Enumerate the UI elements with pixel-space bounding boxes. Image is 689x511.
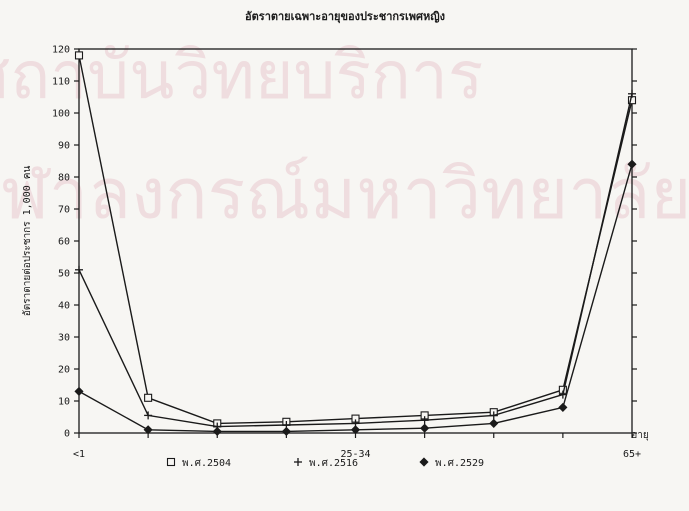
y-tick-label-7: 70: [58, 205, 70, 216]
y-axis-label: อัตราตายต่อประชากร 1,000 คน: [22, 166, 33, 317]
y-tick-label-3: 30: [58, 333, 70, 344]
series-1-point-0: [74, 51, 84, 60]
series-3-point-0: [74, 386, 84, 396]
y-tick-label-4: 40: [58, 301, 70, 312]
series-3-point-3: [281, 426, 291, 436]
x-tick-label-2: 65+: [623, 449, 641, 460]
x-axis-label: อายุ: [631, 430, 648, 441]
y-tick-label-11: 110: [52, 77, 70, 88]
y-tick-label-0: 0: [64, 429, 70, 440]
legend-label-3: พ.ศ.2529: [435, 458, 484, 469]
legend-item-1: พ.ศ.2504: [166, 457, 231, 469]
series-3-point-4: [350, 425, 361, 435]
y-tick-label-5: 50: [58, 269, 70, 280]
series-2-point-8: [628, 89, 636, 98]
x-tick-label-1: 25-34: [340, 449, 370, 460]
series-3-point-5: [420, 423, 430, 433]
legend-marker-1: [166, 457, 176, 467]
legend-label-2: พ.ศ.2516: [309, 458, 358, 469]
watermark-line-2: จุฬาลงกรณ์มหาวิทยาลัย: [0, 153, 689, 237]
series-1-point-1: [144, 393, 153, 402]
series-2-point-0: [75, 265, 83, 274]
y-tick-label-8: 80: [58, 173, 70, 184]
series-2: [75, 89, 636, 431]
series-2-point-6: [489, 411, 498, 420]
watermark: สถาบันวิทยบริการ จุฬาลงกรณ์มหาวิทยาลัย: [0, 37, 689, 237]
chart-title: อัตราตายเฉพาะอายุของประชากรเพศหญิง: [245, 10, 445, 24]
y-tick-label-6: 60: [58, 237, 70, 248]
legend-item-2: พ.ศ.2516: [294, 458, 358, 469]
series-3-point-8: [627, 159, 637, 169]
series-2-point-5: [420, 416, 429, 425]
y-tick-label-10: 100: [52, 109, 70, 120]
watermark-line-1: สถาบันวิทยบริการ: [0, 37, 483, 114]
series-3: [74, 159, 637, 436]
series-3-point-2: [212, 426, 222, 436]
series-3-point-1: [143, 425, 153, 435]
legend-marker-2: [294, 458, 302, 466]
series-2-point-7: [558, 390, 567, 399]
y-tick-label-2: 20: [58, 365, 70, 376]
series-2-line: [78, 93, 633, 428]
legend-item-3: พ.ศ.2529: [419, 457, 484, 469]
series-2-point-1: [144, 411, 153, 420]
x-tick-label-0: <1: [73, 449, 85, 460]
legend-marker-3: [419, 457, 429, 467]
y-tick-label-9: 90: [58, 141, 70, 152]
legend-label-1: พ.ศ.2504: [182, 458, 231, 469]
series-3-point-7: [558, 402, 568, 412]
y-tick-label-1: 10: [58, 397, 70, 408]
series-3-point-6: [489, 418, 499, 428]
y-tick-label-12: 120: [52, 45, 70, 56]
